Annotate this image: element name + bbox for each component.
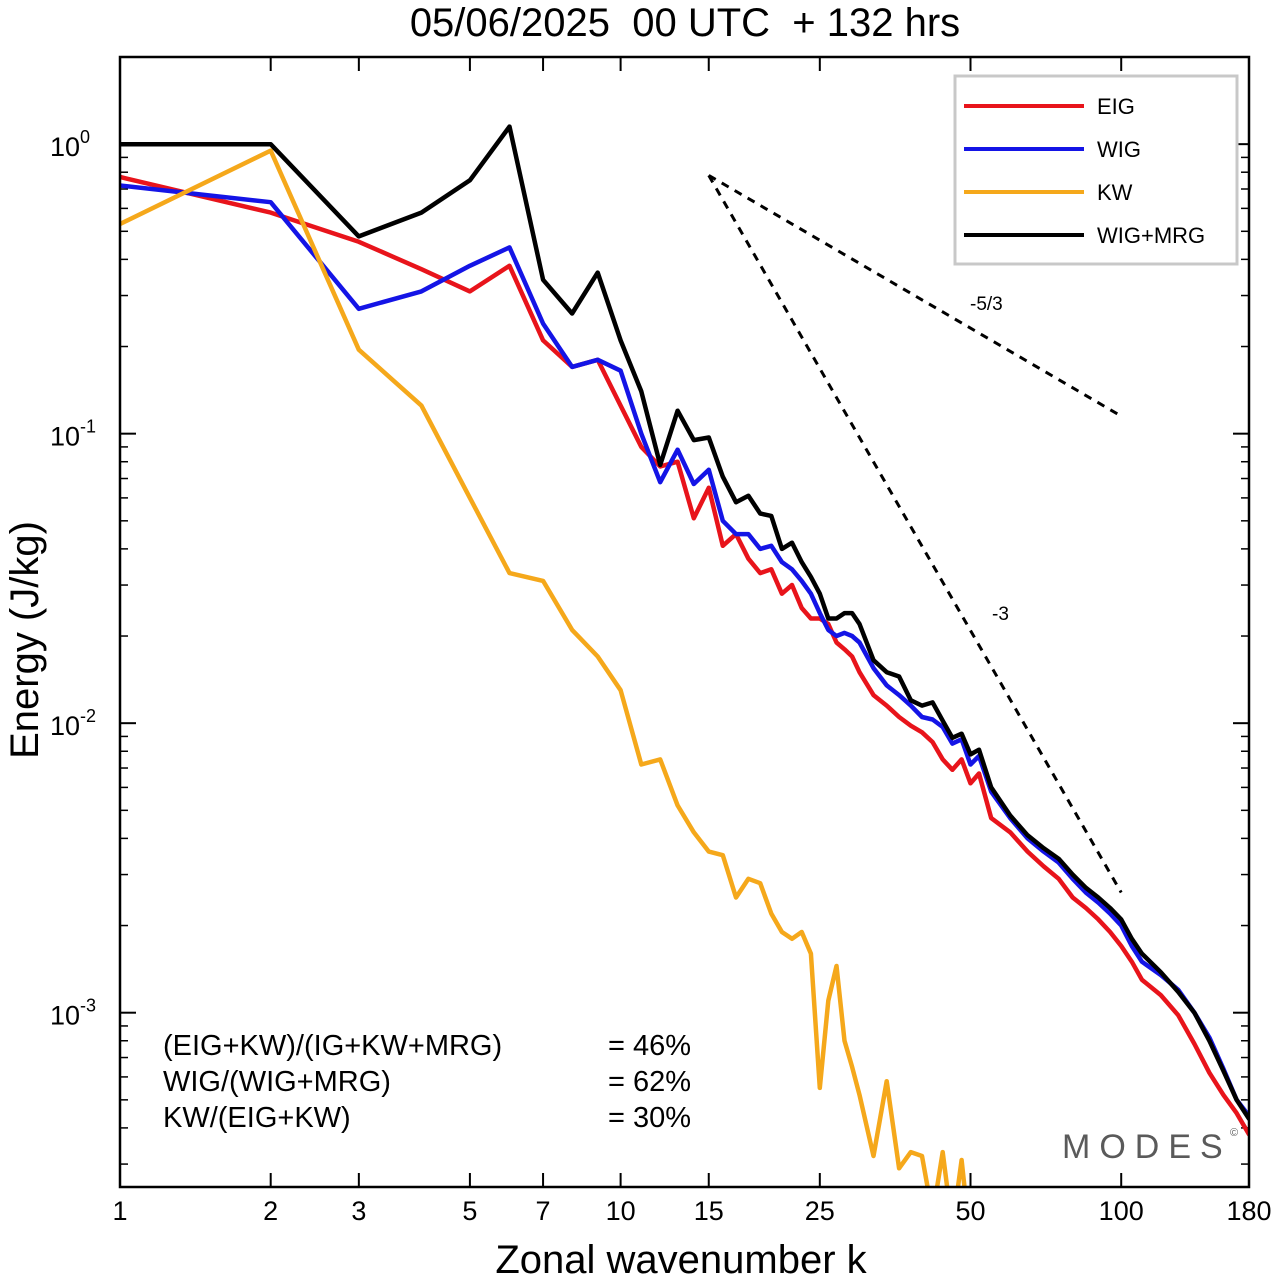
y-axis-title: Energy (J/kg) (3, 521, 47, 759)
stat-label: (EIG+KW)/(IG+KW+MRG) (163, 1030, 502, 1062)
series-line-kw (120, 148, 967, 1187)
x-axis-title: Zonal wavenumber k (495, 1238, 867, 1281)
legend: EIG WIG KW WIG+MRG (953, 74, 1239, 266)
series-line-wig (120, 183, 1249, 1119)
reference-line-minus-5-3 (708, 174, 1122, 418)
plot-frame (118, 55, 1251, 1189)
x-tick-label: 180 (1226, 1196, 1271, 1226)
series-layer (120, 124, 1249, 1187)
axis-ticks: 1 2 3 5 7 10 15 25 50 100 180 100 10-1 10-2 10-3 (50, 56, 1272, 1226)
stat-value: = 62% (608, 1066, 691, 1098)
modes-watermark: MODES (1062, 1128, 1232, 1166)
stat-value: = 30% (608, 1102, 691, 1134)
y-tick-label: 100 (50, 127, 90, 162)
x-tick-label: 10 (606, 1196, 636, 1226)
stat-label: KW/(EIG+KW) (163, 1102, 351, 1134)
series-line-eig (120, 174, 1249, 1137)
series-line-wig-mrg (120, 124, 1249, 1122)
y-tick-label: 10-3 (50, 996, 96, 1031)
legend-label-kw: KW (1097, 180, 1133, 205)
x-tick-label: 5 (462, 1196, 477, 1226)
x-tick-label: 1 (112, 1196, 127, 1226)
x-tick-label: 7 (536, 1196, 551, 1226)
y-tick-label: 10-1 (50, 417, 96, 452)
reference-label-minus-3: -3 (992, 604, 1009, 625)
legend-label-eig: EIG (1097, 94, 1135, 119)
y-tick-label: 10-2 (50, 706, 96, 741)
x-tick-label: 2 (263, 1196, 278, 1226)
reference-line-minus-3 (707, 174, 1123, 894)
ratio-statistics: (EIG+KW)/(IG+KW+MRG) = 46% WIG/(WIG+MRG) = … (163, 1030, 691, 1134)
reference-label-minus-5-3: -5/3 (970, 294, 1003, 315)
copyright-mark: © (1230, 1127, 1238, 1139)
x-tick-label: 3 (351, 1196, 366, 1226)
x-tick-label: 15 (694, 1196, 724, 1226)
x-tick-label: 25 (805, 1196, 835, 1226)
stat-value: = 46% (608, 1030, 691, 1062)
legend-label-wig: WIG (1097, 137, 1141, 162)
x-tick-label: 50 (955, 1196, 985, 1226)
legend-label-wig-mrg: WIG+MRG (1097, 223, 1205, 248)
y-axis-title-group: Energy (J/kg) (3, 521, 47, 759)
chart-title: 05/06/2025 00 UTC + 132 hrs (410, 1, 960, 45)
stat-label: WIG/(WIG+MRG) (163, 1066, 391, 1098)
reference-slope-lines: -5/3 -3 (707, 174, 1123, 894)
x-tick-label: 100 (1099, 1196, 1144, 1226)
